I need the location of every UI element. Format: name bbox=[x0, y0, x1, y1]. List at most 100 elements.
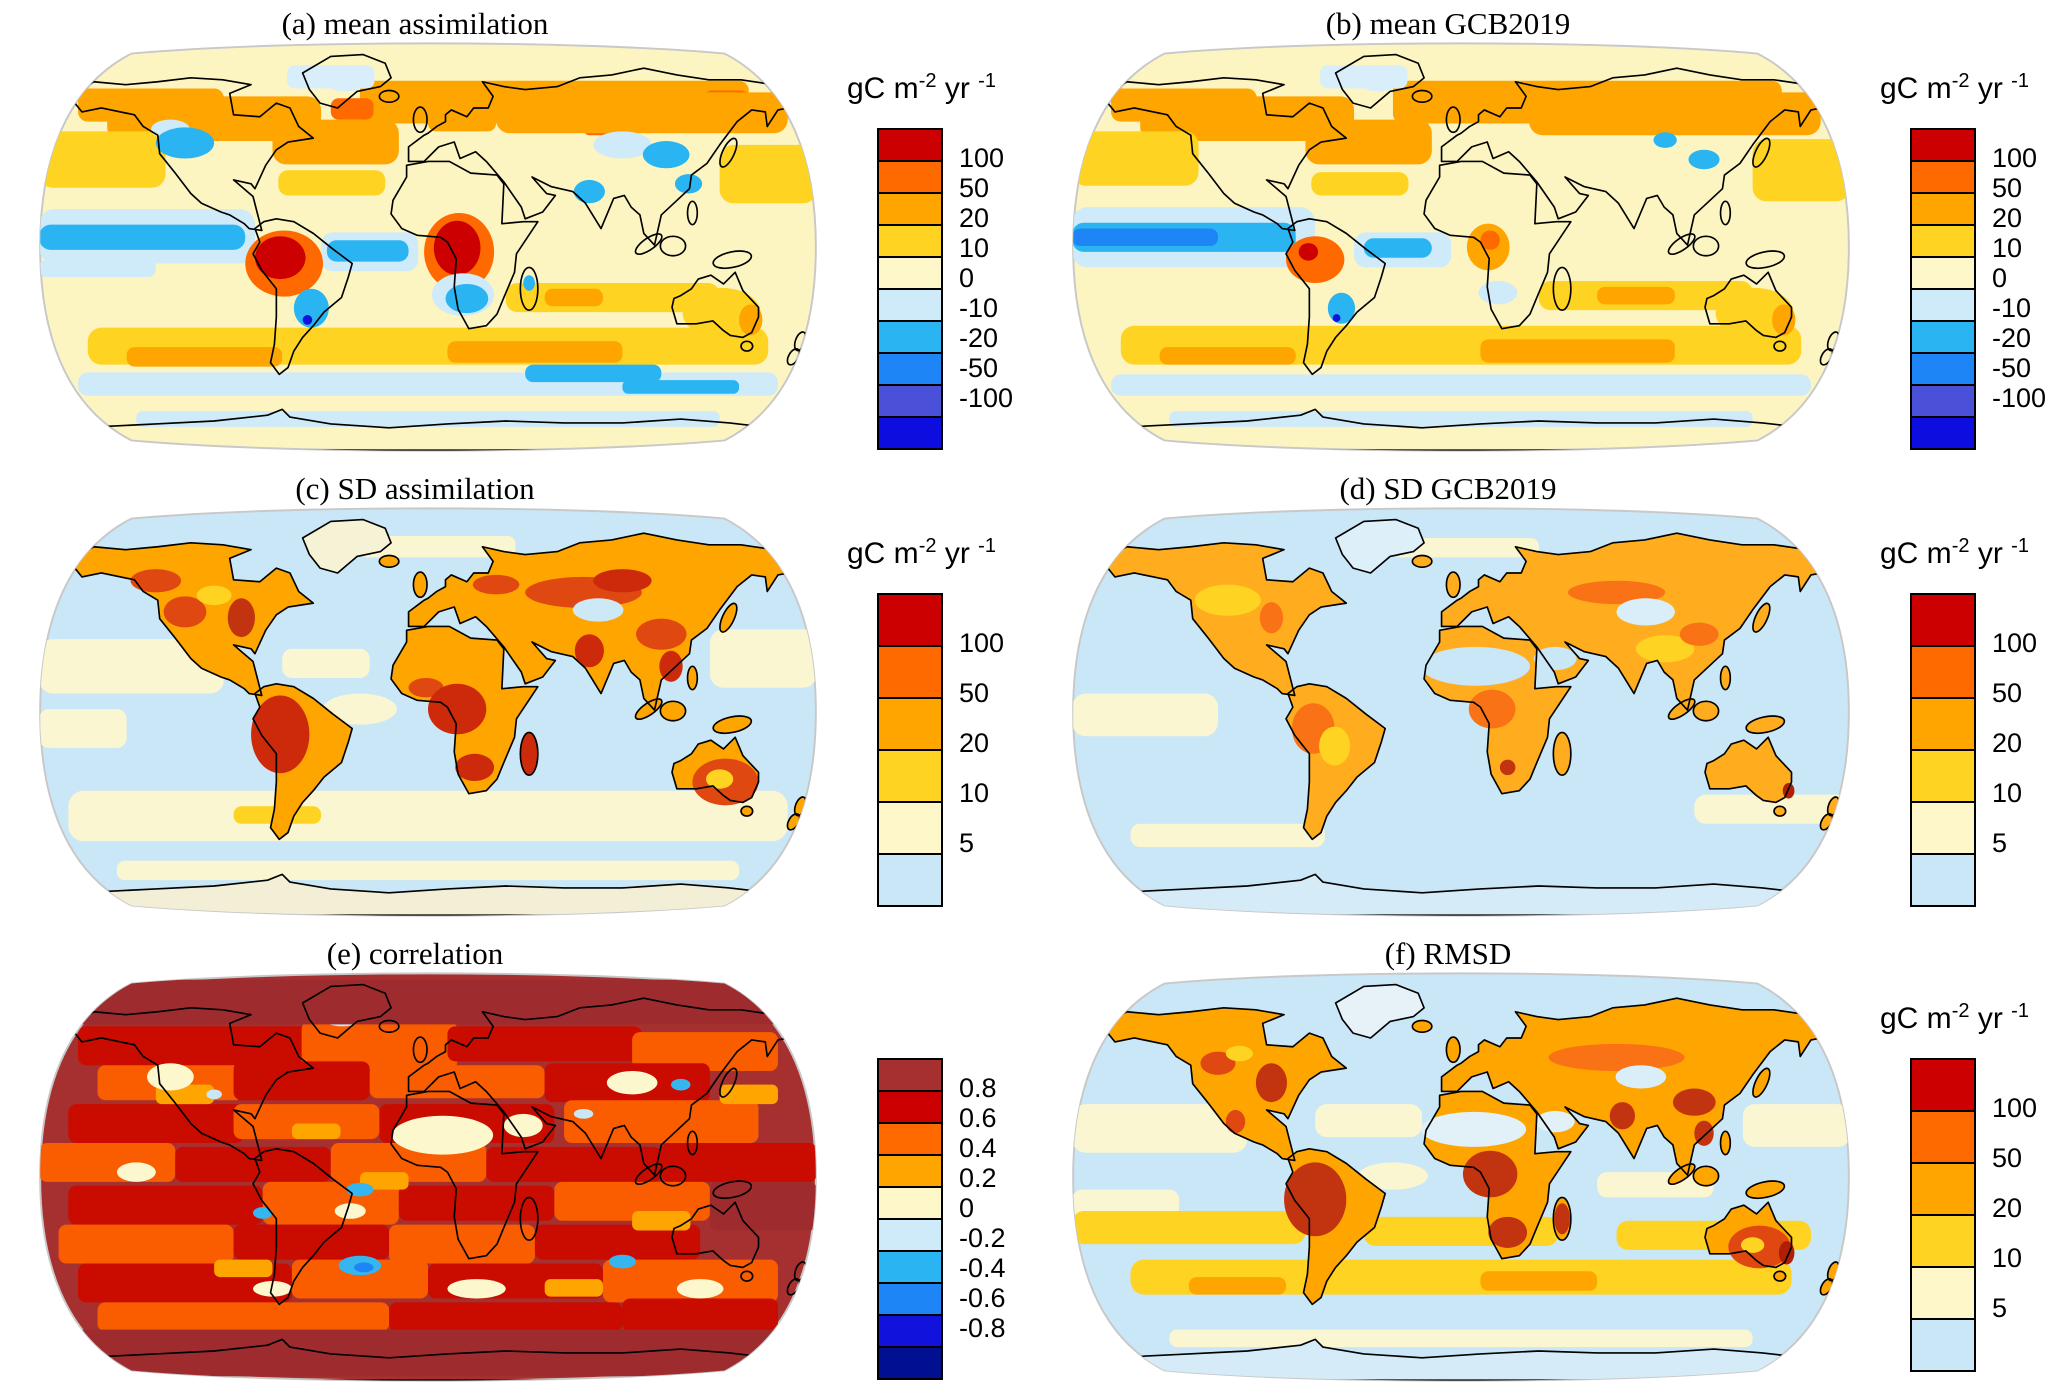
colorbar-tick-label: -0.6 bbox=[959, 1282, 1006, 1313]
colorbar-cell bbox=[1912, 595, 1974, 645]
panel-a-title: (a) mean assimilation bbox=[281, 6, 549, 41]
colorbar-tick-label: 100 bbox=[959, 627, 1005, 658]
heatmap-field bbox=[1073, 520, 1849, 916]
colorbar-tick-label: 20 bbox=[1992, 727, 2023, 758]
panel-f-title: (f) RMSD bbox=[1384, 936, 1512, 971]
colorbar-tick-label: 10 bbox=[1992, 1242, 2023, 1273]
colorbar-d: gC m-2 yr -1 100 50 20 10 5 bbox=[1878, 465, 2066, 930]
panel-d-title: (d) SD GCB2019 bbox=[1339, 471, 1557, 506]
colorbar-tick-label: -10 bbox=[1992, 292, 2032, 323]
heatmap-field bbox=[1073, 985, 1849, 1381]
colorbar-tick-label: 100 bbox=[1992, 627, 2038, 658]
colorbar-tick-label: 0 bbox=[959, 1192, 975, 1223]
colorbar-cell bbox=[1912, 192, 1974, 224]
colorbar-cell bbox=[879, 256, 941, 288]
colorbar-cell bbox=[879, 697, 941, 749]
colorbar-tick-label: 10 bbox=[1992, 232, 2023, 263]
colorbar-tick-label: 0.4 bbox=[959, 1132, 997, 1163]
colorbar-tick-label: -50 bbox=[1992, 352, 2032, 383]
colorbar-scale: 0.8 0.6 0.4 0.2 0 -0.2 -0.4 -0.6 -0.8 bbox=[877, 1058, 1006, 1380]
colorbar-scale: 100 50 20 10 5 bbox=[877, 593, 1004, 907]
colorbar-tick-label: -0.2 bbox=[959, 1222, 1006, 1253]
colorbar-cell bbox=[1912, 1266, 1974, 1318]
panel-c-title: (c) SD assimilation bbox=[295, 471, 535, 506]
colorbar-tick-label: 0.2 bbox=[959, 1162, 997, 1193]
map-rmsd bbox=[1072, 972, 1850, 1382]
colorbar-cell bbox=[1912, 416, 1974, 448]
colorbar-scale: 100 50 20 10 0 -10 -20 -50 -100 bbox=[877, 128, 1013, 450]
colorbar-tick-label: 100 bbox=[959, 142, 1005, 173]
colorbar-a: gC m-2 yr -1 100 50 20 10 0 -10 -20 -50 -100 bbox=[845, 0, 1033, 465]
colorbar-cell bbox=[1912, 1318, 1974, 1370]
colorbar-tick-label: 20 bbox=[1992, 1192, 2023, 1223]
colorbar-tick-label: -100 bbox=[959, 382, 1014, 413]
colorbar-tick-label: 100 bbox=[1992, 1092, 2038, 1123]
colorbar-tick-label: 50 bbox=[1992, 1142, 2023, 1173]
colorbar-tick-label: -50 bbox=[959, 352, 999, 383]
colorbar-cell bbox=[879, 1122, 941, 1154]
colorbar-unit-label: gC m-2 yr -1 bbox=[847, 70, 996, 105]
colorbar-tick-label: 10 bbox=[959, 232, 990, 263]
colorbar-cell bbox=[1912, 697, 1974, 749]
colorbar-cell bbox=[879, 1282, 941, 1314]
map-mean-assimilation bbox=[39, 42, 817, 452]
colorbar-cell bbox=[879, 1090, 941, 1122]
colorbar-cell bbox=[1912, 645, 1974, 697]
colorbar-scale: 100 50 20 10 5 bbox=[1910, 1058, 2037, 1372]
colorbar-tick-label: 50 bbox=[1992, 172, 2023, 203]
colorbar-c: gC m-2 yr -1 100 50 20 10 5 bbox=[845, 465, 1033, 930]
colorbar-cell bbox=[879, 288, 941, 320]
colorbar-cell bbox=[879, 1314, 941, 1346]
colorbar-tick-label: 0.8 bbox=[959, 1072, 997, 1103]
panel-a-mean-assimilation: (a) mean assimilation bbox=[0, 0, 1033, 465]
colorbar-cell bbox=[879, 352, 941, 384]
heatmap-field bbox=[40, 520, 816, 916]
heatmap-field bbox=[40, 55, 816, 451]
colorbar-cell bbox=[879, 1218, 941, 1250]
colorbar-cell bbox=[1912, 352, 1974, 384]
colorbar-tick-label: 20 bbox=[959, 202, 990, 233]
map-sd-gcb2019 bbox=[1072, 507, 1850, 917]
heatmap-field bbox=[1073, 55, 1849, 451]
colorbar-scale: 100 50 20 10 5 bbox=[1910, 593, 2037, 907]
colorbar-cell bbox=[879, 1186, 941, 1218]
colorbar-cell bbox=[879, 1250, 941, 1282]
map-correlation bbox=[39, 972, 817, 1382]
colorbar-tick-label: 10 bbox=[959, 777, 990, 808]
panel-e-title: (e) correlation bbox=[326, 936, 504, 971]
colorbar-tick-label: 50 bbox=[959, 677, 990, 708]
colorbar-cell bbox=[1912, 130, 1974, 160]
colorbar-cell bbox=[1912, 1214, 1974, 1266]
colorbar-cell bbox=[879, 645, 941, 697]
colorbar-cell bbox=[879, 801, 941, 853]
colorbar-cell bbox=[1912, 853, 1974, 905]
colorbar-tick-label: -20 bbox=[1992, 322, 2032, 353]
colorbar-cell bbox=[879, 160, 941, 192]
panel-c-sd-assimilation: (c) SD assimilation bbox=[0, 465, 1033, 930]
colorbar-cell bbox=[1912, 160, 1974, 192]
colorbar-cell bbox=[879, 1060, 941, 1090]
colorbar-tick-label: 5 bbox=[959, 827, 975, 858]
colorbar-tick-label: -0.8 bbox=[959, 1312, 1006, 1343]
colorbar-b: gC m-2 yr -1 100 50 20 10 0 -10 -20 -50 -100 bbox=[1878, 0, 2066, 465]
colorbar-cell bbox=[1912, 1060, 1974, 1110]
colorbar-tick-label: 20 bbox=[1992, 202, 2023, 233]
colorbar-tick-label: 50 bbox=[959, 172, 990, 203]
colorbar-tick-label: 5 bbox=[1992, 1292, 2008, 1323]
colorbar-cell bbox=[879, 853, 941, 905]
colorbar-tick-label: 0.6 bbox=[959, 1102, 997, 1133]
colorbar-tick-label: 100 bbox=[1992, 142, 2038, 173]
colorbar-tick-label: 10 bbox=[1992, 777, 2023, 808]
panel-b-mean-gcb2019: (b) mean GCB2019 bbox=[1033, 0, 2067, 465]
colorbar-cell bbox=[1912, 256, 1974, 288]
colorbar-cell bbox=[879, 749, 941, 801]
colorbar-f: gC m-2 yr -1 100 50 20 10 5 bbox=[1878, 930, 2066, 1395]
panel-e-correlation: (e) correlation bbox=[0, 930, 1033, 1395]
heatmap-field bbox=[40, 979, 816, 1381]
colorbar-tick-label: 50 bbox=[1992, 677, 2023, 708]
colorbar-cell bbox=[1912, 1110, 1974, 1162]
colorbar-cell bbox=[879, 320, 941, 352]
colorbar-cell bbox=[1912, 384, 1974, 416]
colorbar-tick-label: 0 bbox=[1992, 262, 2008, 293]
